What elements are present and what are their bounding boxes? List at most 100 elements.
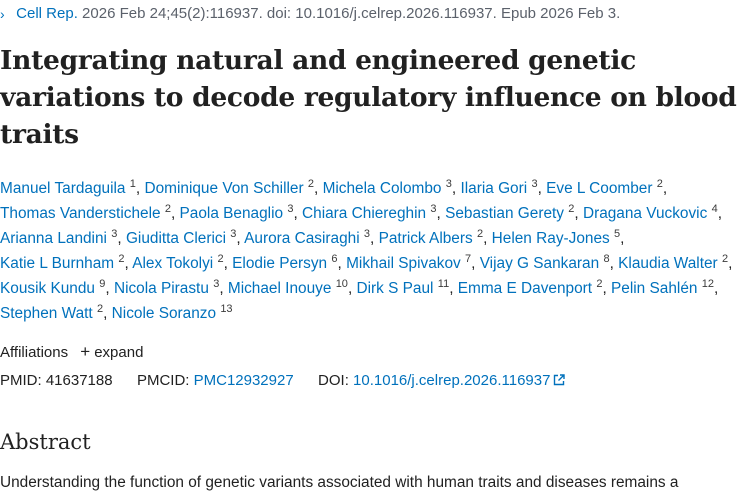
expand-affiliations-button[interactable]: + expand xyxy=(80,342,143,361)
affiliation-number[interactable]: 2 xyxy=(476,228,484,240)
author-link[interactable]: Pelin Sahlén xyxy=(611,280,698,297)
author-link[interactable]: Stephen Watt xyxy=(0,305,93,322)
author-separator: , xyxy=(609,255,614,272)
author-link[interactable]: Nicole Soranzo xyxy=(111,305,217,322)
affiliation-number[interactable]: 9 xyxy=(99,278,106,290)
affiliation-number[interactable]: 3 xyxy=(111,228,118,240)
abstract-text: Understanding the function of genetic va… xyxy=(0,474,679,491)
author-link[interactable]: Nicola Pirastu xyxy=(113,280,209,297)
author-link[interactable]: Manuel Tardaguila xyxy=(0,180,126,197)
author-link[interactable]: Helen Ray-Jones xyxy=(491,230,610,247)
author-link[interactable]: Emma E Davenport xyxy=(457,280,593,297)
author-separator: , xyxy=(483,230,488,247)
abstract-heading: Abstract xyxy=(0,430,91,454)
affiliation-number[interactable]: 3 xyxy=(363,228,371,240)
author-link[interactable]: Michael Inouye xyxy=(227,280,332,297)
author-link[interactable]: Paola Benaglio xyxy=(179,205,284,222)
author-separator: , xyxy=(449,280,454,297)
author-link[interactable]: Ilaria Gori xyxy=(460,180,528,197)
affiliation-number[interactable]: 2 xyxy=(217,253,224,265)
affiliation-number[interactable]: 2 xyxy=(721,253,729,265)
affiliation-number[interactable]: 3 xyxy=(430,203,437,215)
author-link[interactable]: Dragana Vuckovic xyxy=(582,205,708,222)
author-separator: , xyxy=(347,280,353,297)
affiliation-number[interactable]: 3 xyxy=(531,178,538,190)
author-link[interactable]: Sebastian Gerety xyxy=(445,205,564,222)
author-link[interactable]: Patrick Albers xyxy=(378,230,473,247)
author-link[interactable]: Katie L Burnham xyxy=(0,255,115,272)
author-separator: , xyxy=(117,230,122,247)
author-item: Elodie Persyn 6, xyxy=(232,253,342,273)
citation-details: 2026 Feb 24;45(2):116937. doi: 10.1016/j… xyxy=(82,5,621,22)
affiliation-number[interactable]: 3 xyxy=(287,203,294,215)
author-item: Nicola Pirastu 3, xyxy=(113,278,224,298)
affiliation-number[interactable]: 3 xyxy=(230,228,237,240)
author-separator: , xyxy=(105,280,110,297)
affiliation-number[interactable]: 10 xyxy=(335,278,348,290)
author-link[interactable]: Dominique Von Schiller xyxy=(144,180,304,197)
affiliation-number[interactable]: 4 xyxy=(711,203,718,215)
doi-link[interactable]: 10.1016/j.celrep.2026.116937 xyxy=(353,372,566,389)
affiliation-number[interactable]: 5 xyxy=(614,228,621,240)
author-link[interactable]: Michela Colombo xyxy=(322,180,442,197)
affiliations-label: Affiliations xyxy=(0,344,69,361)
author-separator: , xyxy=(337,255,342,272)
affiliation-number[interactable]: 8 xyxy=(603,253,610,265)
pmcid-link[interactable]: PMC12932927 xyxy=(193,372,294,389)
chevron-right-icon[interactable]: › xyxy=(0,6,5,22)
affiliation-number[interactable]: 2 xyxy=(596,278,603,290)
affiliation-number[interactable]: 13 xyxy=(220,303,233,315)
journal-link[interactable]: Cell Rep. xyxy=(16,5,78,22)
doi-value: 10.1016/j.celrep.2026.116937 xyxy=(353,372,551,389)
author-link[interactable]: Vijay G Sankaran xyxy=(479,255,600,272)
author-separator: , xyxy=(602,280,607,297)
author-link[interactable]: Alex Tokolyi xyxy=(132,255,214,272)
author-separator: , xyxy=(620,230,625,247)
author-link[interactable]: Thomas Vanderstichele xyxy=(0,205,161,222)
affiliation-number[interactable]: 12 xyxy=(701,278,714,290)
author-item: Eve L Coomber 2, xyxy=(546,178,667,198)
affiliation-number[interactable]: 2 xyxy=(656,178,663,190)
external-link-icon xyxy=(554,374,566,386)
affiliation-number[interactable]: 2 xyxy=(96,303,104,315)
author-item: Mikhail Spivakov 7, xyxy=(346,253,476,273)
authors-list: Manuel Tardaguila 1, Dominique Von Schil… xyxy=(0,176,745,326)
affiliation-number[interactable]: 2 xyxy=(118,253,125,265)
pmcid-label: PMCID: xyxy=(136,372,190,389)
author-link[interactable]: Arianna Landini xyxy=(0,230,107,247)
author-item: Emma E Davenport 2, xyxy=(457,278,607,298)
author-link[interactable]: Dirk S Paul xyxy=(356,280,434,297)
affiliation-number[interactable]: 7 xyxy=(465,253,472,265)
affiliation-number[interactable]: 2 xyxy=(164,203,171,215)
author-item: Ilaria Gori 3, xyxy=(460,178,541,198)
author-link[interactable]: Giuditta Clerici xyxy=(125,230,227,247)
affiliation-number[interactable]: 3 xyxy=(445,178,452,190)
author-item: Nicole Soranzo 13 xyxy=(111,303,233,323)
author-link[interactable]: Aurora Casiraghi xyxy=(244,230,360,247)
identifiers-row: PMID: 41637188 PMCID: PMC12932927 DOI: 1… xyxy=(0,370,566,392)
author-item: Vijay G Sankaran 8, xyxy=(479,253,614,273)
affiliation-number[interactable]: 1 xyxy=(129,178,136,190)
author-link[interactable]: Mikhail Spivakov xyxy=(346,255,461,272)
author-item: Stephen Watt 2, xyxy=(0,303,107,323)
affiliation-number[interactable]: 3 xyxy=(213,278,220,290)
author-item: Manuel Tardaguila 1, xyxy=(0,178,140,198)
pmid-value: 41637188 xyxy=(45,372,113,389)
author-link[interactable]: Eve L Coomber xyxy=(546,180,653,197)
author-link[interactable]: Elodie Persyn xyxy=(232,255,328,272)
affiliation-number[interactable]: 6 xyxy=(331,253,338,265)
affiliation-number[interactable]: 2 xyxy=(568,203,575,215)
author-separator: , xyxy=(124,255,129,272)
author-link[interactable]: Klaudia Walter xyxy=(618,255,718,272)
author-link[interactable]: Chiara Chiereghin xyxy=(302,205,427,222)
author-link[interactable]: Kousik Kundu xyxy=(0,280,95,297)
author-separator: , xyxy=(170,205,176,222)
author-item: Kousik Kundu 9, xyxy=(0,278,110,298)
author-item: Thomas Vanderstichele 2, xyxy=(0,203,176,223)
affiliation-number[interactable]: 2 xyxy=(307,178,314,190)
author-item: Patrick Albers 2, xyxy=(378,228,488,248)
author-separator: , xyxy=(471,255,476,272)
author-item: Sebastian Gerety 2, xyxy=(445,203,579,223)
affiliation-number[interactable]: 11 xyxy=(437,278,450,290)
author-separator: , xyxy=(717,205,722,222)
